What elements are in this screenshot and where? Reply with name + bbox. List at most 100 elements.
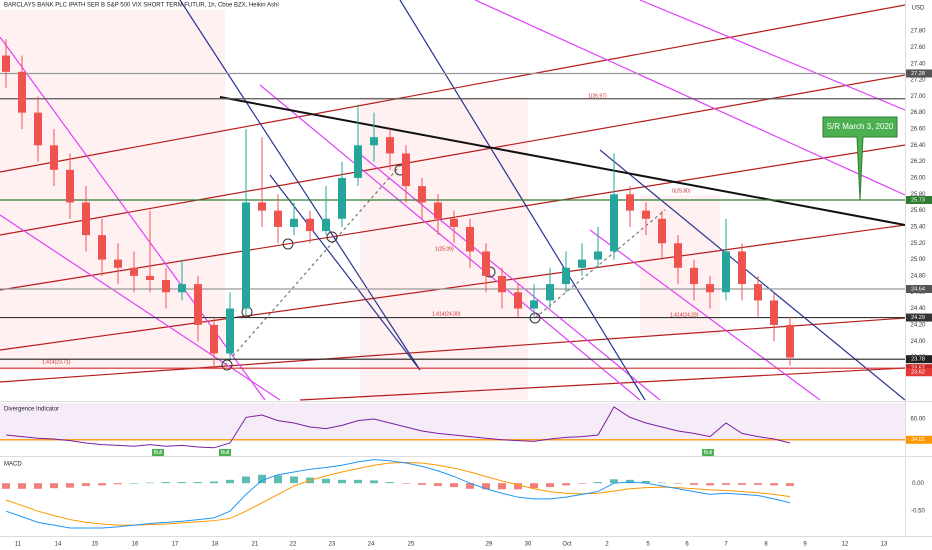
candle-body [114, 259, 122, 268]
y-tick-label: 26.00 [910, 176, 926, 182]
signal-label: Bull [154, 450, 162, 456]
y-tick-label: 24.80 [910, 273, 926, 279]
candle-body [722, 251, 730, 293]
candle-body [178, 284, 186, 293]
target-icon [282, 238, 294, 250]
fib-label: 0(25.80) [672, 188, 691, 194]
trend-line [639, 0, 906, 111]
candle-body [786, 324, 794, 358]
x-tick-label: 24 [368, 542, 375, 548]
y-tick-label: 25.80 [910, 192, 926, 198]
histogram-bar [674, 483, 682, 484]
x-tick-label: 2 [605, 542, 609, 548]
candle-body [386, 137, 394, 154]
histogram-bar [258, 474, 266, 484]
macd-line [5, 459, 791, 529]
x-tick-label: 7 [724, 542, 728, 548]
histogram-bar [402, 483, 410, 484]
histogram-bar [530, 483, 538, 489]
y-tick-label: 25.60 [910, 208, 926, 214]
histogram-bar [466, 483, 474, 489]
candle-body [242, 202, 250, 309]
candle-body [258, 202, 266, 211]
price-label-box [906, 355, 932, 364]
price-label-box [906, 313, 932, 322]
y-tick-label: 27.40 [910, 61, 926, 67]
candle-body [226, 308, 234, 354]
candle-body [162, 280, 170, 293]
signal-box [702, 449, 714, 456]
candle-body [210, 324, 218, 354]
candle-body [642, 210, 650, 219]
x-tick-label: 6 [685, 542, 689, 548]
histogram-bar [194, 482, 202, 484]
histogram-bar [146, 482, 154, 484]
candle-body [402, 153, 410, 187]
candle-body [354, 145, 362, 178]
currency: USD [912, 6, 925, 12]
histogram-bar [418, 483, 426, 485]
candle-body [626, 194, 634, 211]
histogram-bar [82, 483, 90, 486]
signal-label: Bull [221, 450, 229, 456]
y-tick-label: -0.50 [911, 509, 925, 515]
price-label-box [906, 69, 932, 78]
histogram-bar [786, 483, 794, 486]
trend-line [219, 96, 906, 226]
candle-body [50, 145, 58, 170]
histogram-bar [354, 479, 362, 484]
candle-body [466, 226, 474, 252]
trend-line [0, 224, 906, 351]
y-tick-label: 24.40 [910, 306, 926, 312]
histogram-bar [546, 483, 554, 488]
y-tick-label: 27.80 [910, 29, 926, 35]
candle-body [754, 284, 762, 301]
trend-line [0, 4, 906, 173]
candle-body [130, 267, 138, 276]
histogram-bar [738, 483, 746, 485]
y-tick-label: 26.80 [910, 110, 926, 116]
histogram-bar [386, 482, 394, 484]
fib-label: 1.414(24.30) [432, 311, 461, 317]
price-label: 24.64 [911, 286, 925, 292]
candle-body [482, 251, 490, 276]
histogram-bar [114, 483, 122, 485]
candle-body [706, 284, 714, 293]
signal-box [152, 449, 164, 456]
histogram-bar [514, 483, 522, 490]
y-tick-label: 0.00 [912, 481, 924, 487]
candle-body [530, 300, 538, 309]
histogram-bar [338, 479, 346, 484]
x-tick-label: 15 [92, 542, 99, 548]
candle-body [594, 251, 602, 260]
candle-body [66, 169, 74, 203]
y-tick-label: 27.20 [910, 78, 926, 84]
fib-label: 1(26.97) [588, 93, 607, 99]
y-tick-label: 25.40 [910, 225, 926, 231]
histogram-bar [578, 483, 586, 484]
histogram-bar [34, 483, 42, 489]
fib-label: 1.414(24.29) [670, 312, 699, 318]
pane-title: MACD [4, 462, 22, 468]
x-tick-label: 14 [55, 542, 62, 548]
trend-line [599, 149, 906, 401]
candle-body [2, 55, 10, 72]
candle-body [18, 71, 26, 113]
callout-text: S/R March 3, 2020 [827, 122, 894, 131]
level-label-box [906, 435, 932, 444]
price-label: 25.73 [911, 197, 925, 203]
x-tick-label: 18 [212, 542, 219, 548]
x-tick-label: 12 [842, 542, 849, 548]
trend-line [0, 317, 906, 383]
price-label-box [906, 284, 932, 293]
histogram-bar [754, 483, 762, 485]
candle-body [418, 186, 426, 203]
histogram-bar [274, 475, 282, 484]
y-tick-label: 26.60 [910, 127, 926, 133]
histogram-bar [290, 476, 298, 484]
chart-title: BARCLAYS BANK PLC IPATH SER B S&P 500 VI… [4, 3, 279, 9]
price-label-box [906, 196, 932, 204]
candle-body [514, 292, 522, 309]
price-label-box [906, 364, 932, 373]
candle-body [274, 210, 282, 227]
